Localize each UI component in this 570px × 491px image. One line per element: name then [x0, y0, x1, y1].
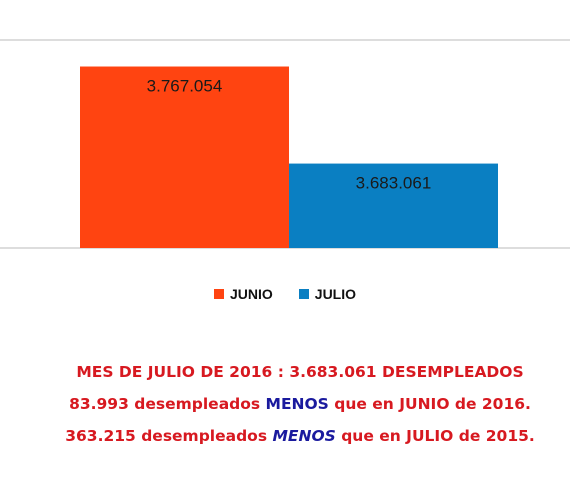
bar-julio [289, 163, 498, 248]
legend-label-julio: JULIO [314, 286, 357, 302]
note-line-2: 83.993 desempleados MENOS que en JUNIO d… [0, 392, 570, 424]
note-line-3-post: que en JULIO de 2015. [335, 427, 535, 445]
note-line-3: 363.215 desempleados MENOS que en JULIO … [0, 424, 570, 456]
note-line-3-pre: 363.215 desempleados [65, 427, 273, 445]
note-line-1: MES DE JULIO DE 2016 : 3.683.061 DESEMPL… [76, 363, 524, 381]
legend-label-junio: JUNIO [229, 286, 273, 302]
note-line-2-emph: MENOS [265, 395, 329, 413]
legend-swatch-junio [213, 289, 224, 299]
legend-item-julio: JULIO [298, 286, 357, 302]
legend: JUNIO JULIO [0, 286, 570, 302]
note-line-2-post: que en JUNIO de 2016. [328, 395, 531, 413]
bar-chart: 3.767.054 3.683.061 [0, 39, 570, 249]
data-label-junio: 3.767.054 [147, 77, 223, 96]
bar-junio [80, 66, 289, 248]
note-line-3-emph: MENOS [272, 427, 336, 445]
legend-swatch-julio [298, 289, 309, 299]
legend-item-junio: JUNIO [213, 286, 273, 302]
summary-notes: MES DE JULIO DE 2016 : 3.683.061 DESEMPL… [0, 360, 570, 456]
note-line-2-pre: 83.993 desempleados [69, 395, 266, 413]
data-label-julio: 3.683.061 [356, 174, 432, 193]
